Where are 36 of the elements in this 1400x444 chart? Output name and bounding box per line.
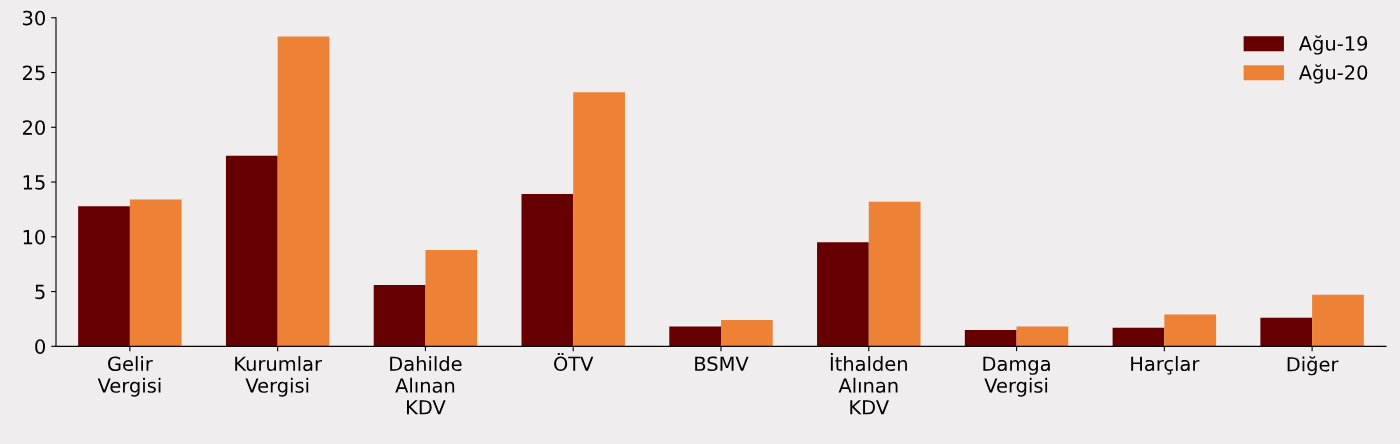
bar [129, 199, 182, 347]
y-tick-label: 20 [22, 120, 45, 135]
y-tick-label: 5 [35, 284, 45, 300]
bar [521, 194, 574, 347]
y-tick-label: 30 [23, 10, 45, 26]
bar [225, 155, 278, 347]
bar [1260, 317, 1313, 347]
bar [669, 326, 721, 347]
x-tick-label: Diğer [1287, 356, 1339, 376]
x-tick-label: Dahilde Alınan KDV [390, 356, 462, 415]
y-tick-label: 25 [22, 65, 45, 81]
bar [868, 201, 921, 347]
bar [1164, 314, 1217, 347]
x-tick-label: Gelir Vergisi [97, 356, 161, 397]
x-tick-label: ÖTV [554, 353, 594, 372]
legend-label: Ağu-20 [1298, 64, 1368, 84]
x-tick-label: BSMV [695, 356, 749, 372]
bar [425, 249, 478, 347]
bar [573, 92, 625, 347]
bar [817, 242, 869, 347]
bar [1112, 327, 1165, 347]
x-tick-label: İthalden Alınan KDV [830, 353, 907, 415]
bar [964, 329, 1017, 347]
y-tick-label: 15 [23, 175, 45, 190]
x-tick-label: Kurumlar Vergisi [235, 356, 322, 397]
x-tick-label: Harçlar [1131, 356, 1200, 375]
bar [721, 320, 773, 347]
legend-label: Ağu-19 [1298, 35, 1368, 55]
bar [277, 36, 330, 347]
y-tick-label: 0 [35, 339, 45, 354]
x-tick-label: Damga Vergisi [983, 356, 1050, 397]
bar [373, 284, 426, 347]
bar [78, 206, 130, 347]
bar [1016, 326, 1069, 347]
y-tick-label: 10 [23, 229, 45, 245]
bar [1312, 294, 1364, 347]
